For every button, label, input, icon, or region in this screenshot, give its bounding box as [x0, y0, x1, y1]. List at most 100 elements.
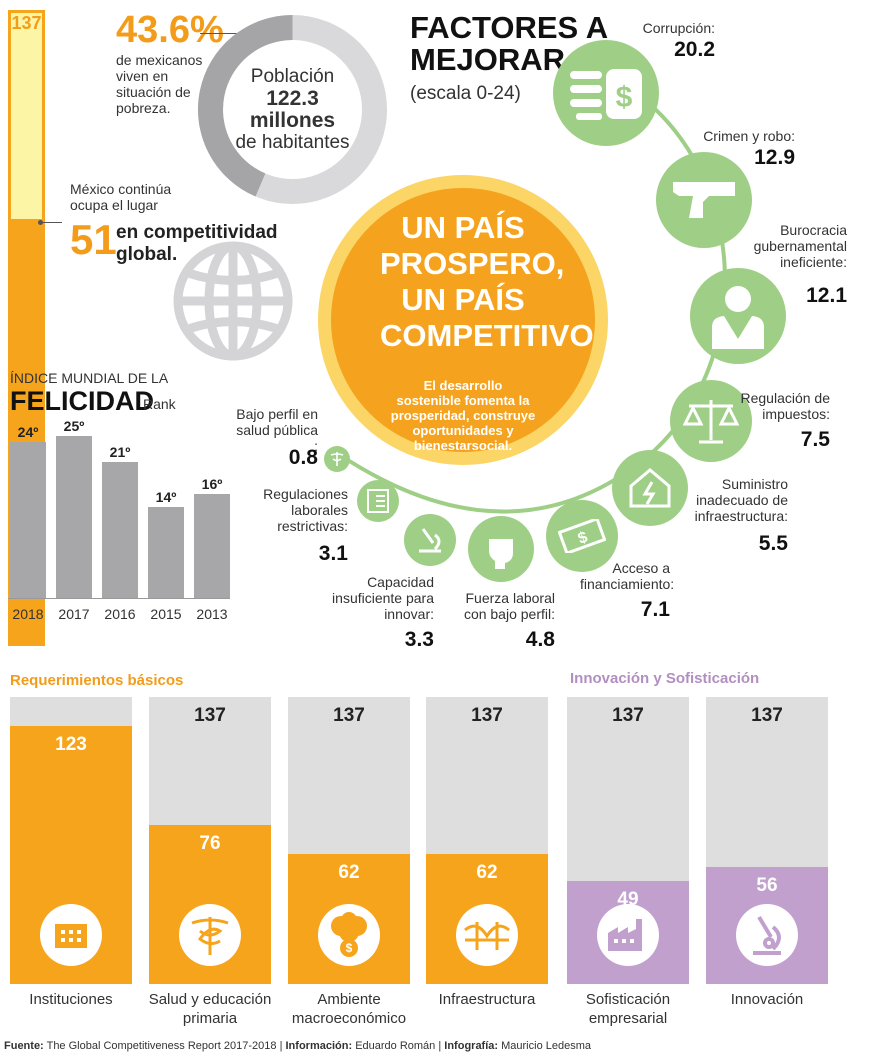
- happiness-year-label: 2016: [104, 606, 136, 622]
- factor-regulaciones-value: 3.1: [318, 542, 348, 565]
- happiness-title-suffix: Rank: [143, 396, 176, 412]
- poverty-percent: 43.6%: [116, 9, 224, 51]
- happiness-bar: [10, 442, 46, 598]
- requirement-label: Ambiente macroeconómico: [291, 991, 407, 1027]
- center-title: UN PAÍS PROSPERO, UN PAÍS COMPETITIVO: [380, 210, 594, 353]
- factor-fuerza-laboral-label: Fuerza laboral con bajo perfil:: [463, 590, 555, 622]
- rank-pointer-line: [40, 222, 62, 223]
- bridge-icon: [456, 904, 518, 966]
- requirement-column: 137 62: [426, 697, 548, 984]
- requirement-column: 137 76: [149, 697, 271, 984]
- donut-poverty-arc: [198, 15, 293, 197]
- factors-title-2: MEJORAR: [410, 42, 566, 77]
- poverty-pointer-line: [200, 33, 242, 34]
- requirement-column: 137 56: [706, 697, 828, 984]
- rank-suffix: en competitividad global.: [116, 222, 278, 265]
- gun-icon: [673, 182, 735, 218]
- footer-info-label: Información:: [285, 1040, 353, 1052]
- factor-infraestructura-value: 5.5: [758, 532, 788, 555]
- happiness-bar-label: 25º: [63, 418, 85, 434]
- factor-impuestos-value: 7.5: [800, 428, 830, 451]
- happiness-title-small: ÍNDICE MUNDIAL DE LA: [10, 370, 169, 386]
- factor-financiamiento-circle: $: [546, 500, 618, 572]
- factor-regulaciones-circle: [357, 480, 399, 522]
- factor-innovar-value: 3.3: [404, 628, 434, 651]
- building-icon: [40, 904, 102, 966]
- innovation-title: Innovación y Sofisticación: [570, 670, 760, 687]
- requirement-value-label: 56: [756, 874, 778, 896]
- happiness-bar: [102, 461, 138, 598]
- requirement-label: Infraestructura: [438, 991, 536, 1008]
- scales-icon: [683, 400, 739, 444]
- requirement-max-label: 137: [612, 705, 644, 726]
- factor-burocracia-value: 12.1: [806, 284, 847, 307]
- factor-innovar-label: Capacidad insuficiente para innovar:: [332, 574, 434, 622]
- house-power-icon: [629, 468, 671, 508]
- factor-burocracia-label: Burocracia gubernamental ineficiente:: [753, 222, 847, 270]
- population-block: Población 122.3 millones de habitantes: [225, 66, 360, 154]
- factor-salud-circle: [324, 446, 350, 472]
- basic-requirements-title: Requerimientos básicos: [10, 672, 184, 689]
- factor-corrupcion-label: Corrupción:: [642, 20, 715, 36]
- factor-salud-label: Bajo perfil en salud pública :: [236, 406, 318, 454]
- checklist-icon: [367, 489, 389, 513]
- population-value: 122.3: [266, 87, 319, 110]
- happiness-bar-label: 14º: [155, 489, 177, 506]
- happiness-bar: [56, 436, 92, 598]
- requirement-label: Instituciones: [29, 991, 113, 1008]
- factor-crimen-circle: [656, 152, 752, 248]
- bureaucrat-icon: [712, 286, 764, 349]
- factor-innovar-circle: [404, 514, 456, 566]
- happiness-bar: [194, 494, 230, 598]
- footer-source: The Global Competitiveness Report 2017-2…: [46, 1040, 277, 1052]
- population-label: Población: [250, 66, 335, 87]
- money-hand-icon: $: [570, 69, 642, 120]
- caduceus-icon: [179, 904, 241, 966]
- happiness-year-label: 2017: [58, 606, 90, 622]
- requirement-value-label: 123: [55, 734, 87, 756]
- population-donut: [198, 15, 387, 204]
- poverty-caption: de mexicanos viven en situación de pobre…: [116, 52, 203, 116]
- happiness-year-label: 2015: [150, 606, 182, 622]
- rank-intro: México continúa ocupa el lugar: [70, 181, 172, 213]
- factor-impuestos-label: Regulación de impuestos:: [740, 390, 830, 422]
- happiness-bar-label: 16º: [201, 476, 223, 493]
- microscope-icon: [419, 528, 441, 553]
- happiness-year-label: 2018: [12, 606, 44, 622]
- factor-corrupcion-circle: $: [553, 40, 659, 146]
- factor-regulaciones-label: Regulaciones laborales restrictivas:: [263, 486, 348, 534]
- factor-fuerza-laboral-circle: [468, 516, 534, 582]
- requirement-value-label: 62: [338, 862, 360, 884]
- factors-title: FACTORES A MEJORAR: [410, 12, 608, 76]
- footer-source-label: Fuente:: [4, 1040, 44, 1052]
- center-circle: [331, 188, 595, 452]
- money-tree-icon: $: [318, 904, 380, 966]
- rank-pointer-dot: [38, 220, 43, 225]
- footer-info: Eduardo Román: [355, 1040, 436, 1052]
- factor-financiamiento-value: 7.1: [640, 598, 670, 621]
- caduceus-icon: [330, 452, 344, 466]
- happiness-axis: [8, 598, 230, 599]
- footer-graphic: Mauricio Ledesma: [501, 1040, 591, 1052]
- rank-total-label: 137: [11, 13, 42, 33]
- footer: Fuente: The Global Competitiveness Repor…: [4, 1040, 591, 1052]
- fist-icon: [489, 539, 513, 569]
- factor-crimen-label: Crimen y robo:: [703, 128, 795, 144]
- requirement-max-label: 137: [333, 705, 365, 726]
- happiness-bar-label: 24º: [17, 424, 39, 441]
- requirement-max-label: 137: [194, 705, 226, 726]
- requirement-column: 137 62 $: [288, 697, 410, 984]
- requirement-label: Sofisticación empresarial: [585, 991, 671, 1027]
- factor-crimen-value: 12.9: [754, 146, 795, 169]
- factor-financiamiento-label: Acceso a financiamiento:: [580, 560, 675, 592]
- factor-corrupcion-value: 20.2: [674, 38, 715, 61]
- requirement-max-label: 137: [471, 705, 503, 726]
- population-unit-1: millones: [249, 109, 336, 132]
- footer-graphic-label: Infografía:: [444, 1040, 499, 1052]
- svg-text:$: $: [346, 941, 353, 955]
- requirement-value-label: 62: [476, 862, 498, 884]
- globe-icon: [173, 241, 293, 361]
- factors-title-1: FACTORES A: [410, 10, 609, 45]
- svg-text:$: $: [616, 81, 633, 114]
- requirement-column: 137 49: [567, 697, 689, 984]
